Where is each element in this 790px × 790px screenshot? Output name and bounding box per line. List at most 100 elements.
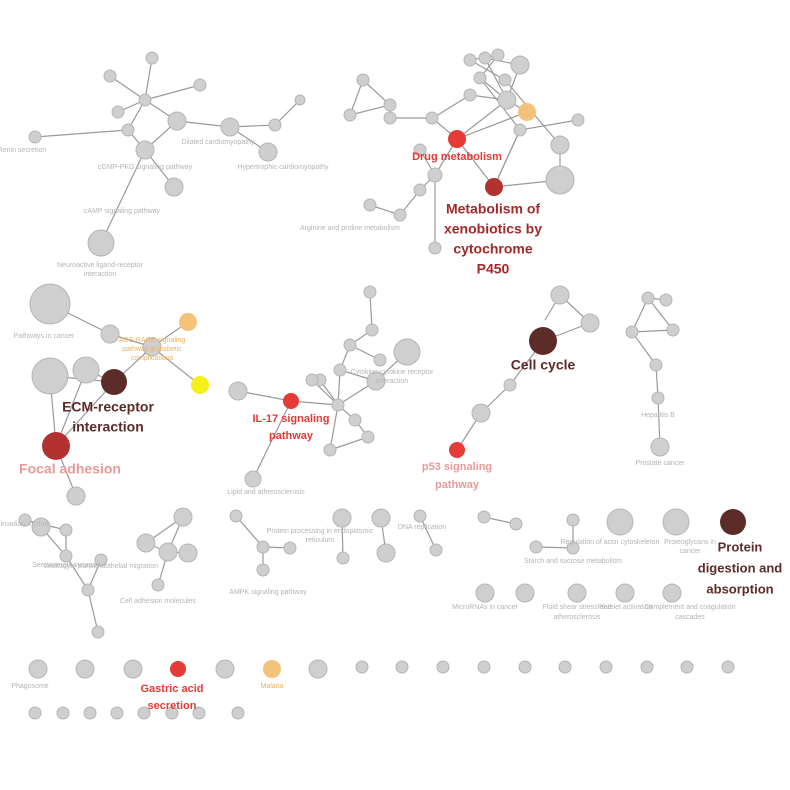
pathway-label: complications bbox=[131, 355, 174, 362]
node bbox=[425, 111, 439, 125]
node bbox=[355, 660, 369, 674]
pathway-node bbox=[566, 541, 580, 555]
node bbox=[103, 69, 117, 83]
pathway-label: Dilated cardiomyopathy bbox=[181, 139, 255, 146]
pathway-node bbox=[650, 437, 670, 457]
pathway-label: xenobiotics by bbox=[444, 221, 542, 237]
pathway-node bbox=[28, 130, 42, 144]
node bbox=[229, 509, 243, 523]
node bbox=[545, 165, 575, 195]
node bbox=[640, 660, 654, 674]
node bbox=[649, 358, 663, 372]
pathway-node bbox=[94, 553, 108, 567]
edge bbox=[456, 99, 508, 140]
pathway-label: cascades bbox=[675, 614, 705, 621]
node bbox=[477, 660, 491, 674]
pathway-node bbox=[170, 661, 186, 677]
node bbox=[413, 183, 427, 197]
pathway-label: Cytokine-cytokine receptor bbox=[351, 369, 435, 376]
edge bbox=[55, 381, 115, 447]
node bbox=[348, 413, 362, 427]
pathway-label: Pathways in cancer bbox=[14, 333, 75, 340]
node bbox=[463, 53, 477, 67]
pathway-label: AGE-RAGE signaling bbox=[119, 337, 186, 344]
node bbox=[393, 208, 407, 222]
pathway-node bbox=[59, 549, 73, 563]
edge bbox=[235, 515, 264, 548]
pathway-label: Prostate cancer bbox=[635, 460, 685, 467]
edge bbox=[34, 129, 129, 138]
node bbox=[463, 88, 477, 102]
pathway-node bbox=[606, 508, 634, 536]
pathway-label: p53 signaling bbox=[422, 461, 492, 473]
pathway-label: Fluid shear stress and bbox=[543, 604, 612, 611]
node bbox=[165, 706, 179, 720]
node bbox=[110, 706, 124, 720]
pathway-node bbox=[244, 470, 262, 488]
pathway-label: Serotonergic synapse bbox=[32, 562, 100, 569]
node bbox=[336, 551, 350, 565]
node bbox=[510, 55, 530, 75]
node bbox=[138, 93, 152, 107]
node bbox=[395, 660, 409, 674]
node bbox=[192, 706, 206, 720]
pathway-node bbox=[135, 140, 155, 160]
edge bbox=[144, 57, 153, 101]
node bbox=[680, 660, 694, 674]
node bbox=[193, 78, 207, 92]
node bbox=[268, 118, 282, 132]
pathway-label: Cell adhesion molecules bbox=[120, 598, 196, 605]
pathway-label: pathway in diabetic bbox=[122, 346, 182, 353]
node bbox=[436, 660, 450, 674]
node bbox=[305, 373, 319, 387]
node bbox=[477, 510, 491, 524]
edge bbox=[469, 59, 506, 81]
pathway-label: Malaria bbox=[261, 683, 284, 690]
pathway-label: interaction bbox=[84, 271, 116, 278]
edge bbox=[329, 436, 369, 451]
pathway-node bbox=[485, 178, 503, 196]
node bbox=[75, 659, 95, 679]
pathway-node bbox=[28, 659, 48, 679]
pathway-label: Metabolism of bbox=[446, 201, 540, 217]
pathway-label: Phagosome bbox=[11, 683, 48, 690]
pathway-label: Focal adhesion bbox=[19, 461, 121, 477]
pathway-label: digestion and bbox=[698, 560, 783, 575]
node bbox=[231, 706, 245, 720]
edge bbox=[631, 331, 657, 366]
edge bbox=[647, 297, 674, 331]
pathway-label: Complement and coagulation bbox=[644, 604, 735, 611]
pathway-label: P450 bbox=[477, 261, 510, 277]
pathway-label: Hypertrophic cardiomyopathy bbox=[237, 164, 329, 171]
node bbox=[256, 563, 270, 577]
node bbox=[429, 543, 443, 557]
edge bbox=[493, 129, 521, 188]
node bbox=[228, 381, 248, 401]
node bbox=[145, 51, 159, 65]
pathway-node bbox=[42, 432, 70, 460]
node bbox=[215, 659, 235, 679]
pathway-label: absorption bbox=[706, 581, 773, 596]
pathway-node bbox=[191, 376, 209, 394]
edge bbox=[151, 346, 201, 386]
pathway-node bbox=[662, 583, 682, 603]
node bbox=[566, 513, 580, 527]
edge bbox=[519, 119, 579, 131]
node bbox=[142, 337, 162, 357]
pathway-node bbox=[151, 578, 165, 592]
node bbox=[56, 706, 70, 720]
pathway-node bbox=[256, 540, 270, 554]
node bbox=[550, 135, 570, 155]
edge bbox=[349, 104, 391, 116]
node bbox=[308, 659, 328, 679]
edge bbox=[100, 149, 146, 244]
node bbox=[529, 540, 543, 554]
pathway-node bbox=[518, 103, 536, 121]
pathway-node bbox=[475, 583, 495, 603]
pathway-label: Circadian rhythm bbox=[0, 521, 49, 528]
node bbox=[518, 660, 532, 674]
pathway-label: Lipid and atherosclerosis bbox=[227, 489, 305, 496]
pathway-label: cancer bbox=[679, 548, 701, 555]
pathway-label: cytochrome bbox=[453, 241, 533, 257]
node bbox=[91, 625, 105, 639]
